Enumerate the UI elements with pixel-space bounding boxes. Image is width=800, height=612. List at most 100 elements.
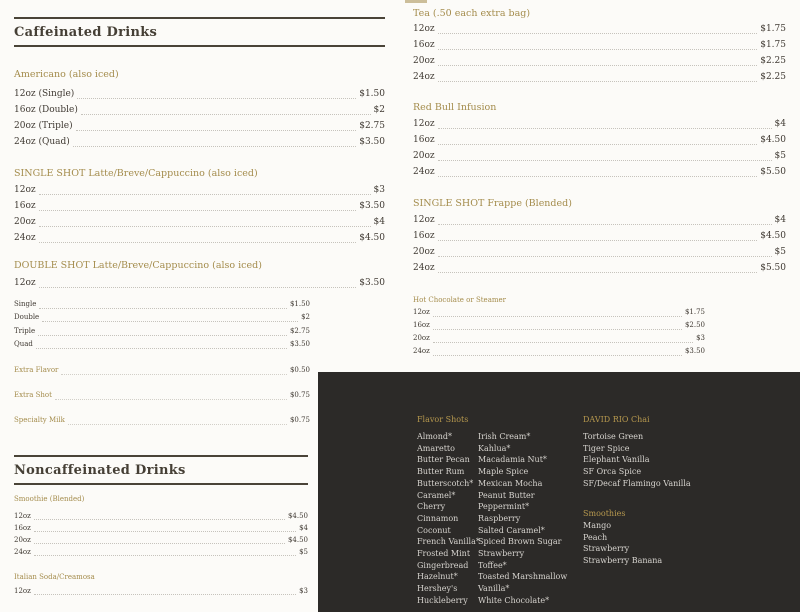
section-title: Red Bull Infusion xyxy=(413,102,497,113)
item-price: $4.50 xyxy=(760,135,786,145)
list-item: Butter Rum xyxy=(417,467,465,477)
item-label: 20oz xyxy=(413,56,435,66)
item-price: $2.50 xyxy=(684,321,705,329)
menu-item-row: 24oz (Quad) $3.50 xyxy=(14,134,385,150)
list-item: Kahlua* xyxy=(478,443,511,453)
menu-item-row: Extra Shot $0.75 xyxy=(14,388,310,402)
dotted-leader xyxy=(432,319,682,330)
item-price: $4.50 xyxy=(359,233,385,243)
item-label: Extra Flavor xyxy=(14,366,59,374)
menu-item-row: 16oz $3.50 xyxy=(14,198,385,214)
section-frappe: SINGLE SHOT Frappe (Blended) 12oz $4 16oz $… xyxy=(413,198,786,276)
dotted-leader xyxy=(33,585,297,595)
list-item: Tortoise Green xyxy=(583,432,644,441)
menu-item-row: 20oz $5 xyxy=(413,148,786,164)
menu-item-row: 24oz $5 xyxy=(14,546,308,558)
item-price: $1.75 xyxy=(684,308,705,316)
menu-item-row: 16oz $1.75 xyxy=(413,37,786,53)
item-label: 24oz (Quad) xyxy=(14,137,70,147)
item-price: $5 xyxy=(299,548,308,556)
list-item: Almond* xyxy=(417,432,453,441)
dotted-leader xyxy=(33,522,297,532)
dotted-leader xyxy=(432,345,682,356)
list-item: White Chocolate* xyxy=(478,595,550,605)
dotted-leader xyxy=(38,275,357,288)
menu-item-row: 20oz $4.50 xyxy=(14,534,308,546)
item-label: 16oz xyxy=(14,201,36,211)
list-item: Spiced Brown Sugar xyxy=(478,537,562,547)
item-label: 16oz (Double) xyxy=(14,105,78,115)
item-price: $2.75 xyxy=(359,121,385,131)
dotted-leader xyxy=(437,53,758,66)
item-label: 20oz (Triple) xyxy=(14,121,73,131)
menu-item-row: 12oz $1.75 xyxy=(413,306,705,319)
list-item: SF/Decaf Flamingo Vanilla xyxy=(583,478,691,488)
david-rio-chai-list: Tortoise Green Tiger Spice Elephant Vanill… xyxy=(583,431,691,490)
dotted-leader xyxy=(38,230,357,243)
item-price: $5 xyxy=(774,247,786,257)
extras-list: Extra Flavor $0.50 Extra Shot $0.75 Specialt… xyxy=(14,363,310,438)
item-price: $3 xyxy=(299,587,308,595)
dotted-leader xyxy=(33,510,285,520)
list-item: Elephant Vanilla xyxy=(583,455,650,465)
menu-item-row: 16oz $2.50 xyxy=(413,319,705,332)
item-price: $3 xyxy=(696,334,705,342)
menu-item-row: 12oz $4 xyxy=(413,116,786,132)
item-price: $4 xyxy=(774,215,786,225)
dotted-leader xyxy=(33,546,297,556)
section-title: Tea (.50 each extra bag) xyxy=(413,8,531,19)
list-item: Strawberry xyxy=(478,549,525,559)
item-label: Specialty Milk xyxy=(14,416,65,424)
list-item: Mango xyxy=(583,521,612,530)
flavors-panel: Flavor Shots Almond* Amaretto Butter Pecan… xyxy=(318,372,800,612)
item-label: 24oz xyxy=(14,233,36,243)
dotted-leader xyxy=(432,332,694,343)
item-price: $2.25 xyxy=(760,72,786,82)
item-price: $2 xyxy=(301,313,310,322)
section-title: SINGLE SHOT Latte/Breve/Cappuccino (also… xyxy=(14,168,258,179)
menu-item-row: 24oz $2.25 xyxy=(413,69,786,85)
section-red-bull-infusion: Red Bull Infusion 12oz $4 16oz $4.50 20oz $5 2… xyxy=(413,102,786,180)
item-label: 12oz xyxy=(413,215,435,225)
item-label: 20oz xyxy=(413,334,430,342)
item-label: 12oz xyxy=(14,185,36,195)
list-item: Amaretto xyxy=(417,443,455,453)
section-tea: Tea (.50 each extra bag) 12oz $1.75 16oz $1… xyxy=(413,8,786,85)
list-item: Strawberry xyxy=(583,544,630,554)
list-item: Strawberry Banana xyxy=(583,556,663,566)
menu-item-row: 12oz (Single) $1.50 xyxy=(14,86,385,102)
section-hot-chocolate: Hot Chocolate or Steamer 12oz $1.75 16oz $2… xyxy=(413,296,705,358)
dotted-leader xyxy=(437,244,772,257)
item-price: $1.50 xyxy=(359,89,385,99)
menu-item-row: 20oz $4 xyxy=(14,214,385,230)
menu-item-row: 12oz $3 xyxy=(14,585,308,597)
item-label: 12oz xyxy=(14,278,36,288)
list-item: Huckleberry xyxy=(417,595,468,605)
list-item: Toffee* xyxy=(478,560,507,570)
item-price: $2 xyxy=(373,105,385,115)
caffeinated-drinks-header: Caffeinated Drinks xyxy=(14,17,385,47)
smoothies-title: Smoothies xyxy=(583,509,626,518)
menu-item-row: 12oz $3.50 xyxy=(14,275,385,291)
list-item: Frosted Mint xyxy=(417,549,471,559)
list-item: Cinnamon xyxy=(417,513,459,523)
section-italian-soda: Italian Soda/Creamosa 12oz $3 xyxy=(14,573,308,597)
menu-item-row: Quad $3.50 xyxy=(14,338,310,351)
menu-item-row: Extra Flavor $0.50 xyxy=(14,363,310,377)
price-list: 12oz $4 16oz $4.50 20oz $5 24oz $5.50 xyxy=(413,116,786,180)
list-item: Mexican Mocha xyxy=(478,478,543,488)
item-label: 16oz xyxy=(413,321,430,329)
item-label: 20oz xyxy=(413,151,435,161)
section-title: Smoothie (Blended) xyxy=(14,495,85,503)
menu-item-row: 20oz $2.25 xyxy=(413,53,786,69)
list-item: Butter Pecan xyxy=(417,455,470,465)
item-label: Triple xyxy=(14,326,36,335)
shot-subprice-list: Single $1.50 Double $2 Triple $2.75 Quad $3.50 xyxy=(14,298,310,351)
menu-item-row: 12oz $4.50 xyxy=(14,510,308,522)
list-item: Macadamia Nut* xyxy=(478,455,547,465)
dotted-leader xyxy=(77,86,357,99)
list-item: Hazelnut* xyxy=(417,572,458,582)
menu-item-row: Single $1.50 xyxy=(14,298,310,311)
item-label: 12oz xyxy=(413,119,435,129)
list-item: Cherry xyxy=(417,502,446,512)
